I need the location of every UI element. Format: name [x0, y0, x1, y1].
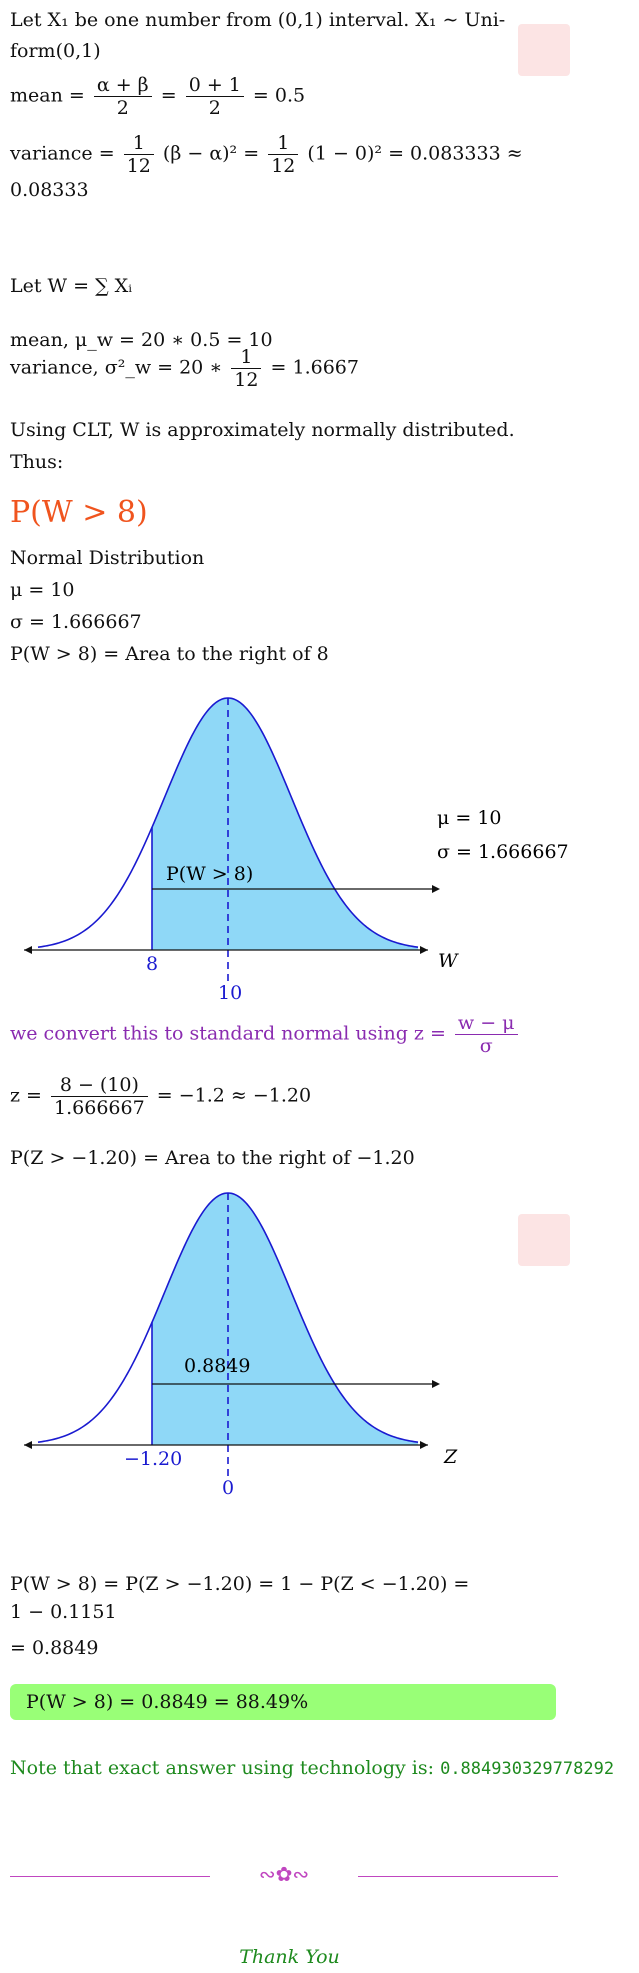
z-area-statement: P(Z > −1.20) = Area to the right of −1.2…: [10, 1147, 415, 1169]
variance-equation: variance = 1 12 (β − α)² = 1 12 (1 − 0)² =…: [10, 132, 523, 177]
x-axis-arrow-right: [420, 1441, 428, 1449]
thank-you: Thank You: [239, 1946, 340, 1968]
watermark-logo-middle: [518, 1214, 570, 1266]
probability-heading: P(W > 8): [10, 495, 148, 530]
normal-curve-chart-z: 0.8849 Z −1.20 0: [24, 1192, 458, 1499]
technology-value: 0.884930329778292: [440, 1759, 615, 1779]
x-axis-arrow-left: [24, 946, 32, 954]
pointer-arrow-head: [432, 1380, 440, 1388]
region-label: P(W > 8): [166, 863, 253, 885]
region-label: 0.8849: [184, 1355, 250, 1377]
center-tick-label: 0: [222, 1477, 234, 1499]
answer-text: P(W > 8) = 0.8849 = 88.49%: [26, 1691, 309, 1713]
nd-mu: μ = 10: [10, 579, 75, 601]
divider-right: [358, 1876, 558, 1877]
sigma-label: σ = 1.666667: [437, 841, 569, 863]
x-axis-arrow-right: [420, 946, 428, 954]
answer-box: P(W > 8) = 0.8849 = 88.49%: [10, 1684, 556, 1720]
final-line-2: 1 − 0.1151: [10, 1601, 117, 1623]
watermark-logo-top: [518, 24, 570, 76]
clt-line-2: Thus:: [10, 451, 64, 473]
divider-left: [10, 1876, 210, 1877]
nd-title: Normal Distribution: [10, 547, 205, 569]
x-axis-arrow-left: [24, 1441, 32, 1449]
w-mean: mean, μ_w = 20 ∗ 0.5 = 10: [10, 329, 273, 351]
final-line-3: = 0.8849: [10, 1637, 99, 1659]
clt-line-1: Using CLT, W is approximately normally d…: [10, 419, 515, 441]
intro-line-1: Let X₁ be one number from (0,1) interval…: [10, 9, 506, 31]
w-definition: Let W = ∑ Xᵢ: [10, 275, 133, 297]
convert-line: we convert this to standard normal using…: [10, 1012, 521, 1057]
intro-line-2: form(0,1): [10, 40, 101, 62]
shaded-region: [152, 698, 418, 950]
final-line-1: P(W > 8) = P(Z > −1.20) = 1 − P(Z < −1.2…: [10, 1573, 470, 1595]
axis-label: W: [438, 950, 459, 972]
axis-label: Z: [443, 1446, 458, 1468]
cut-tick-label: 8: [146, 953, 158, 975]
ornament-icon: ∾✿∾: [258, 1862, 310, 1886]
center-tick-label: 10: [218, 982, 242, 1004]
mu-label: μ = 10: [437, 807, 502, 829]
pointer-arrow-head: [432, 885, 440, 893]
normal-curve-chart-w: P(W > 8) μ = 10 σ = 1.666667 W 8 10: [24, 697, 569, 1004]
z-calculation: z = 8 − (10) 1.666667 = −1.2 ≈ −1.20: [10, 1074, 312, 1119]
shaded-region: [152, 1193, 418, 1445]
w-variance: variance, σ²_w = 20 ∗ 1 12 = 1.6667: [10, 346, 359, 391]
variance-continued: 0.08333: [10, 179, 89, 201]
cut-tick-label: −1.20: [124, 1448, 182, 1470]
technology-note: Note that exact answer using technology …: [10, 1757, 615, 1779]
nd-area: P(W > 8) = Area to the right of 8: [10, 643, 329, 665]
nd-sigma: σ = 1.666667: [10, 611, 142, 633]
